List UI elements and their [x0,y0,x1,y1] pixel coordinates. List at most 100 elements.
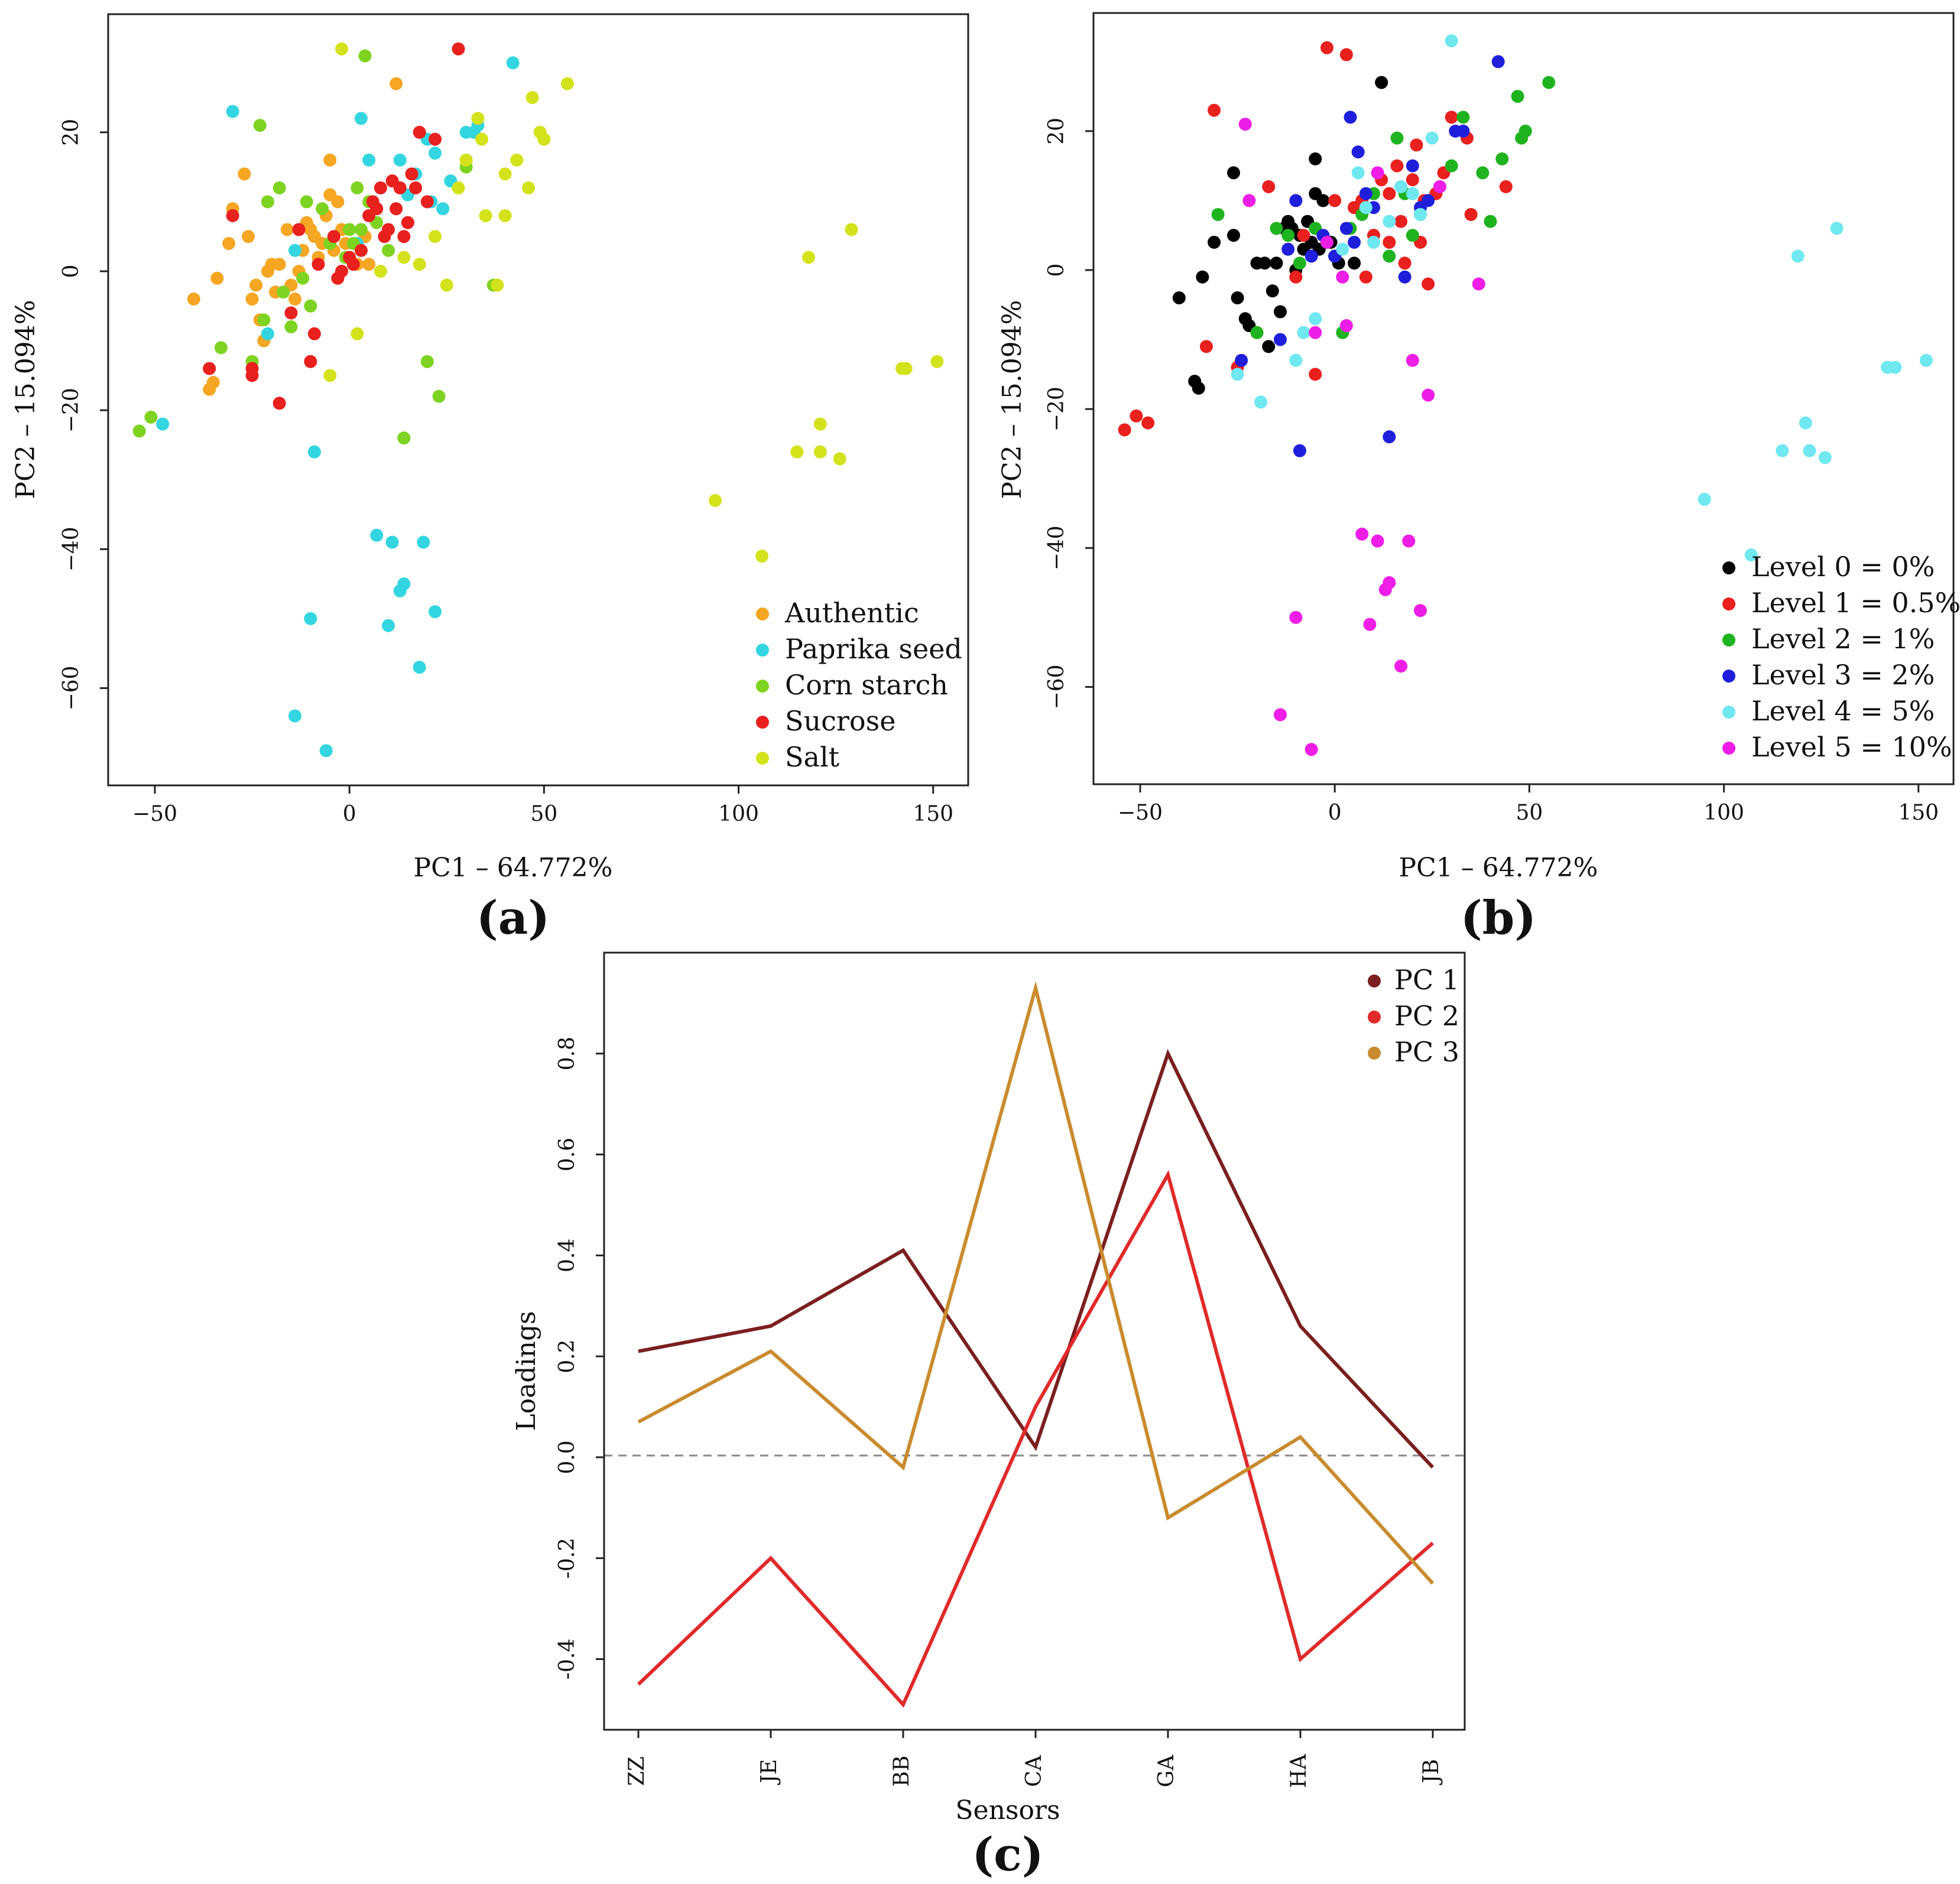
panel-b-point [1344,111,1357,124]
panel-b-point [1339,222,1353,235]
panel-b-point [1499,180,1513,193]
panel-a-point [560,77,574,90]
panel-a-point [374,181,387,194]
panel-a-point [288,243,302,257]
panel-a-point [261,195,274,209]
panel-b-point [1476,166,1490,180]
panel-b-point [1130,409,1143,423]
panel-b-point [1359,201,1372,215]
panel-b-point [1456,111,1470,124]
panel-b-legend-marker [1722,742,1735,755]
panel-a-point [238,167,251,181]
panel-a-point [498,209,512,222]
panel-a-point [288,293,302,306]
panel-b-point [1293,256,1306,270]
panel-b-point [1231,368,1244,381]
panel-b-point [1348,235,1361,249]
panel-a-point [382,223,395,236]
panel-a-x-axis-label: PC1 – 64.772% [413,853,612,883]
panel-a: −50 0 50 100 150 −60 −40 −20 0 20 PC1 – 64.772% P… [11,13,969,945]
panel-c-y-tick-label: 0.4 [555,1239,579,1272]
panel-a-point [311,258,325,271]
panel-a-point [296,271,310,285]
panel-b-point [1472,277,1485,291]
panel-b-point [1402,534,1416,548]
panel-a-point [409,181,423,194]
panel-a-point [452,181,465,194]
panel-a-point [272,181,286,194]
panel-b-y-tick-label: 20 [1044,118,1069,145]
panel-b-point [1254,395,1268,409]
panel-b-point [1118,423,1131,437]
panel-a-point [813,417,827,431]
panel-a-point [214,341,228,355]
panel-c-legend: PC 1 PC 2 PC 3 [1368,964,1459,1068]
panel-a-point [354,243,368,257]
panel-b-point [1422,388,1435,402]
panel-a-point [362,258,376,271]
panel-a-point [440,278,453,292]
panel-b-point [1304,249,1318,263]
panel-a-point [280,223,294,236]
panel-b-legend-label: Level 4 = 5% [1751,695,1935,727]
panel-b-x-tick-label: 0 [1328,801,1342,825]
panel-a-legend-marker [756,680,769,693]
panel-b-point [1803,444,1816,457]
panel-c-y-tick-label: 0.6 [555,1138,579,1171]
panel-b-point [1297,229,1310,242]
panel-b-point [1445,34,1458,48]
panel-a-point [475,132,489,146]
panel-b-x-tick-label: 100 [1703,801,1744,825]
panel-b-point [1304,743,1318,756]
panel-b-legend-label: Level 3 = 2% [1751,659,1935,691]
panel-a-point [249,278,263,292]
panel-c-series-line [637,1170,1434,1708]
panel-a-point [420,355,434,368]
panel-b-ticks: −50 0 50 100 150 −60 −40 −20 0 20 [1044,118,1939,825]
panel-a-point [300,195,313,209]
panel-a-point [393,153,407,167]
panel-a-legend-marker [756,608,769,621]
panel-b-point [1258,256,1271,270]
panel-b-point [1818,451,1832,464]
panel-b-point [1274,708,1287,722]
panel-a-point [292,223,306,236]
panel-b-x-tick-label: 150 [1898,801,1939,825]
panel-b-point [1238,118,1252,131]
panel-c-series-line [637,980,1435,1585]
panel-a-point [323,369,337,382]
panel-b-point [1410,138,1423,152]
panel-b-point [1390,159,1404,173]
panel-b-point [1511,90,1524,103]
panel-b-point [1919,353,1933,367]
panel-b-point [1242,194,1256,207]
panel-a-point [288,709,302,723]
panel-b-point [1309,326,1322,339]
panel-b-point [1383,430,1396,444]
panel-a-point [802,251,816,264]
panel-a-point [385,535,399,549]
panel-a-point [222,236,236,250]
panel-c-y-tick-label: -0.2 [555,1538,579,1578]
panel-a-point [397,251,411,264]
panel-c-ticks: ZZ JE BB CA GA HA JB -0.4 -0.2 0.0 0.2 0.4 0.6 0.8 [555,1037,1443,1788]
panel-b-point [1293,444,1306,457]
panel-b-legend-label: Level 1 = 0.5% [1751,587,1960,619]
panel-b-point [1394,180,1408,193]
panel-a-point [471,112,485,125]
panel-b-point [1445,159,1458,173]
panel-b-point [1309,368,1322,381]
panel-a-point [327,230,340,243]
panel-b-point [1351,166,1365,180]
panel-b-point [1250,326,1264,339]
panel-a-point [393,181,407,194]
panel-a-point [525,91,539,105]
panel-b-point [1281,229,1295,242]
panel-a-y-tick-label: −60 [59,665,83,710]
panel-b-point [1414,207,1427,221]
panel-b-point [1830,222,1844,235]
panel-a-point [156,417,170,431]
panel-a-point [755,550,769,563]
panel-b-legend-marker [1722,706,1735,719]
panel-a-point [429,605,442,619]
